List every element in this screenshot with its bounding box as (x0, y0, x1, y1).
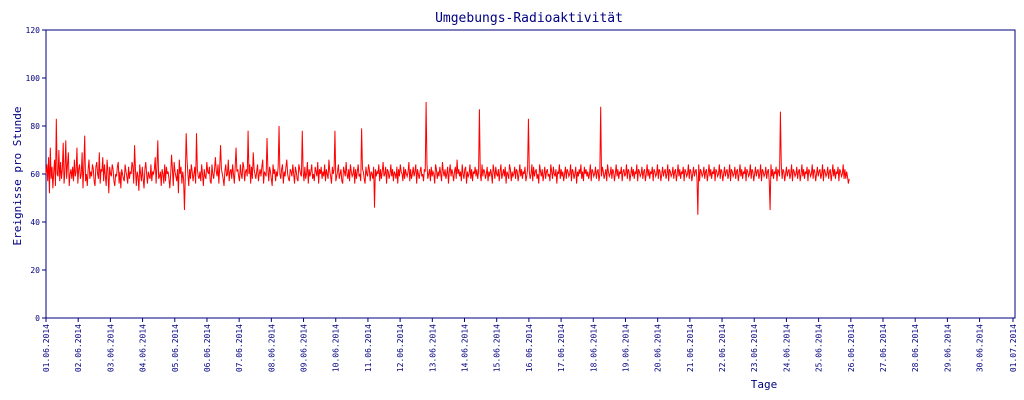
x-tick-label: 22.06.2014 (718, 324, 727, 372)
x-tick-label: 06.06.2014 (203, 324, 212, 372)
x-tick-label: 12.06.2014 (396, 324, 405, 372)
x-tick-label: 26.06.2014 (847, 324, 856, 372)
x-axis: 01.06.2014 02.06.2014 03.06.2014 04.06.2014… (42, 318, 1018, 372)
x-tick-label: 10.06.2014 (332, 324, 341, 372)
x-tick-label: 27.06.2014 (879, 324, 888, 372)
x-tick-label: 07.06.2014 (235, 324, 244, 372)
y-axis: 0 20 40 60 80 100 120 (26, 26, 46, 323)
x-tick-label: 24.06.2014 (782, 324, 791, 372)
chart-title: Umgebungs-Radioaktivität (435, 11, 623, 26)
x-tick-label: 15.06.2014 (493, 324, 502, 372)
x-tick-label: 13.06.2014 (428, 324, 437, 372)
x-tick-label: 05.06.2014 (171, 324, 180, 372)
x-tick-label: 09.06.2014 (300, 324, 309, 372)
y-tick-label: 60 (30, 170, 40, 179)
x-tick-label: 17.06.2014 (557, 324, 566, 372)
y-tick-label: 20 (30, 266, 40, 275)
series-line (45, 101, 850, 215)
x-tick-label: 20.06.2014 (654, 324, 663, 372)
x-tick-label: 03.06.2014 (106, 324, 115, 372)
x-tick-label: 29.06.2014 (943, 324, 952, 372)
x-tick-label: 08.06.2014 (267, 324, 276, 372)
x-tick-label: 23.06.2014 (750, 324, 759, 372)
series-layer (45, 101, 850, 215)
x-tick-label: 28.06.2014 (911, 324, 920, 372)
x-tick-label: 01.07.2014 (1009, 324, 1018, 372)
x-tick-label: 04.06.2014 (139, 324, 148, 372)
y-tick-label: 80 (30, 122, 40, 131)
y-axis-label: Ereignisse pro Stunde (11, 106, 24, 245)
x-tick-label: 30.06.2014 (976, 324, 985, 372)
x-tick-label: 21.06.2014 (686, 324, 695, 372)
x-tick-label: 16.06.2014 (525, 324, 534, 372)
y-tick-label: 100 (26, 74, 41, 83)
x-tick-label: 19.06.2014 (621, 324, 630, 372)
x-axis-label: Tage (751, 378, 778, 391)
x-tick-label: 25.06.2014 (815, 324, 824, 372)
x-tick-label: 14.06.2014 (461, 324, 470, 372)
x-tick-label: 11.06.2014 (364, 324, 373, 372)
y-tick-label: 0 (35, 314, 40, 323)
x-tick-label: 01.06.2014 (42, 324, 51, 372)
y-tick-label: 120 (26, 26, 41, 35)
x-tick-label: 02.06.2014 (74, 324, 83, 372)
y-tick-label: 40 (30, 218, 40, 227)
x-tick-label: 18.06.2014 (589, 324, 598, 372)
